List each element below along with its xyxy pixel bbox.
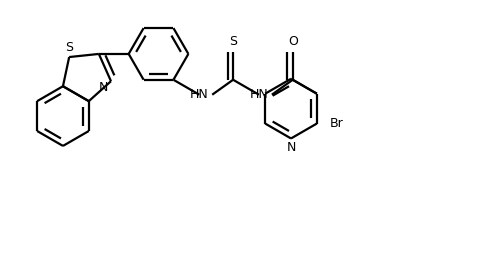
Text: HN: HN — [190, 88, 208, 101]
Text: N: N — [286, 141, 296, 154]
Text: S: S — [65, 41, 73, 54]
Text: Br: Br — [330, 117, 343, 130]
Text: O: O — [288, 35, 298, 49]
Text: N: N — [98, 81, 108, 94]
Text: HN: HN — [249, 88, 268, 101]
Text: S: S — [229, 35, 237, 49]
